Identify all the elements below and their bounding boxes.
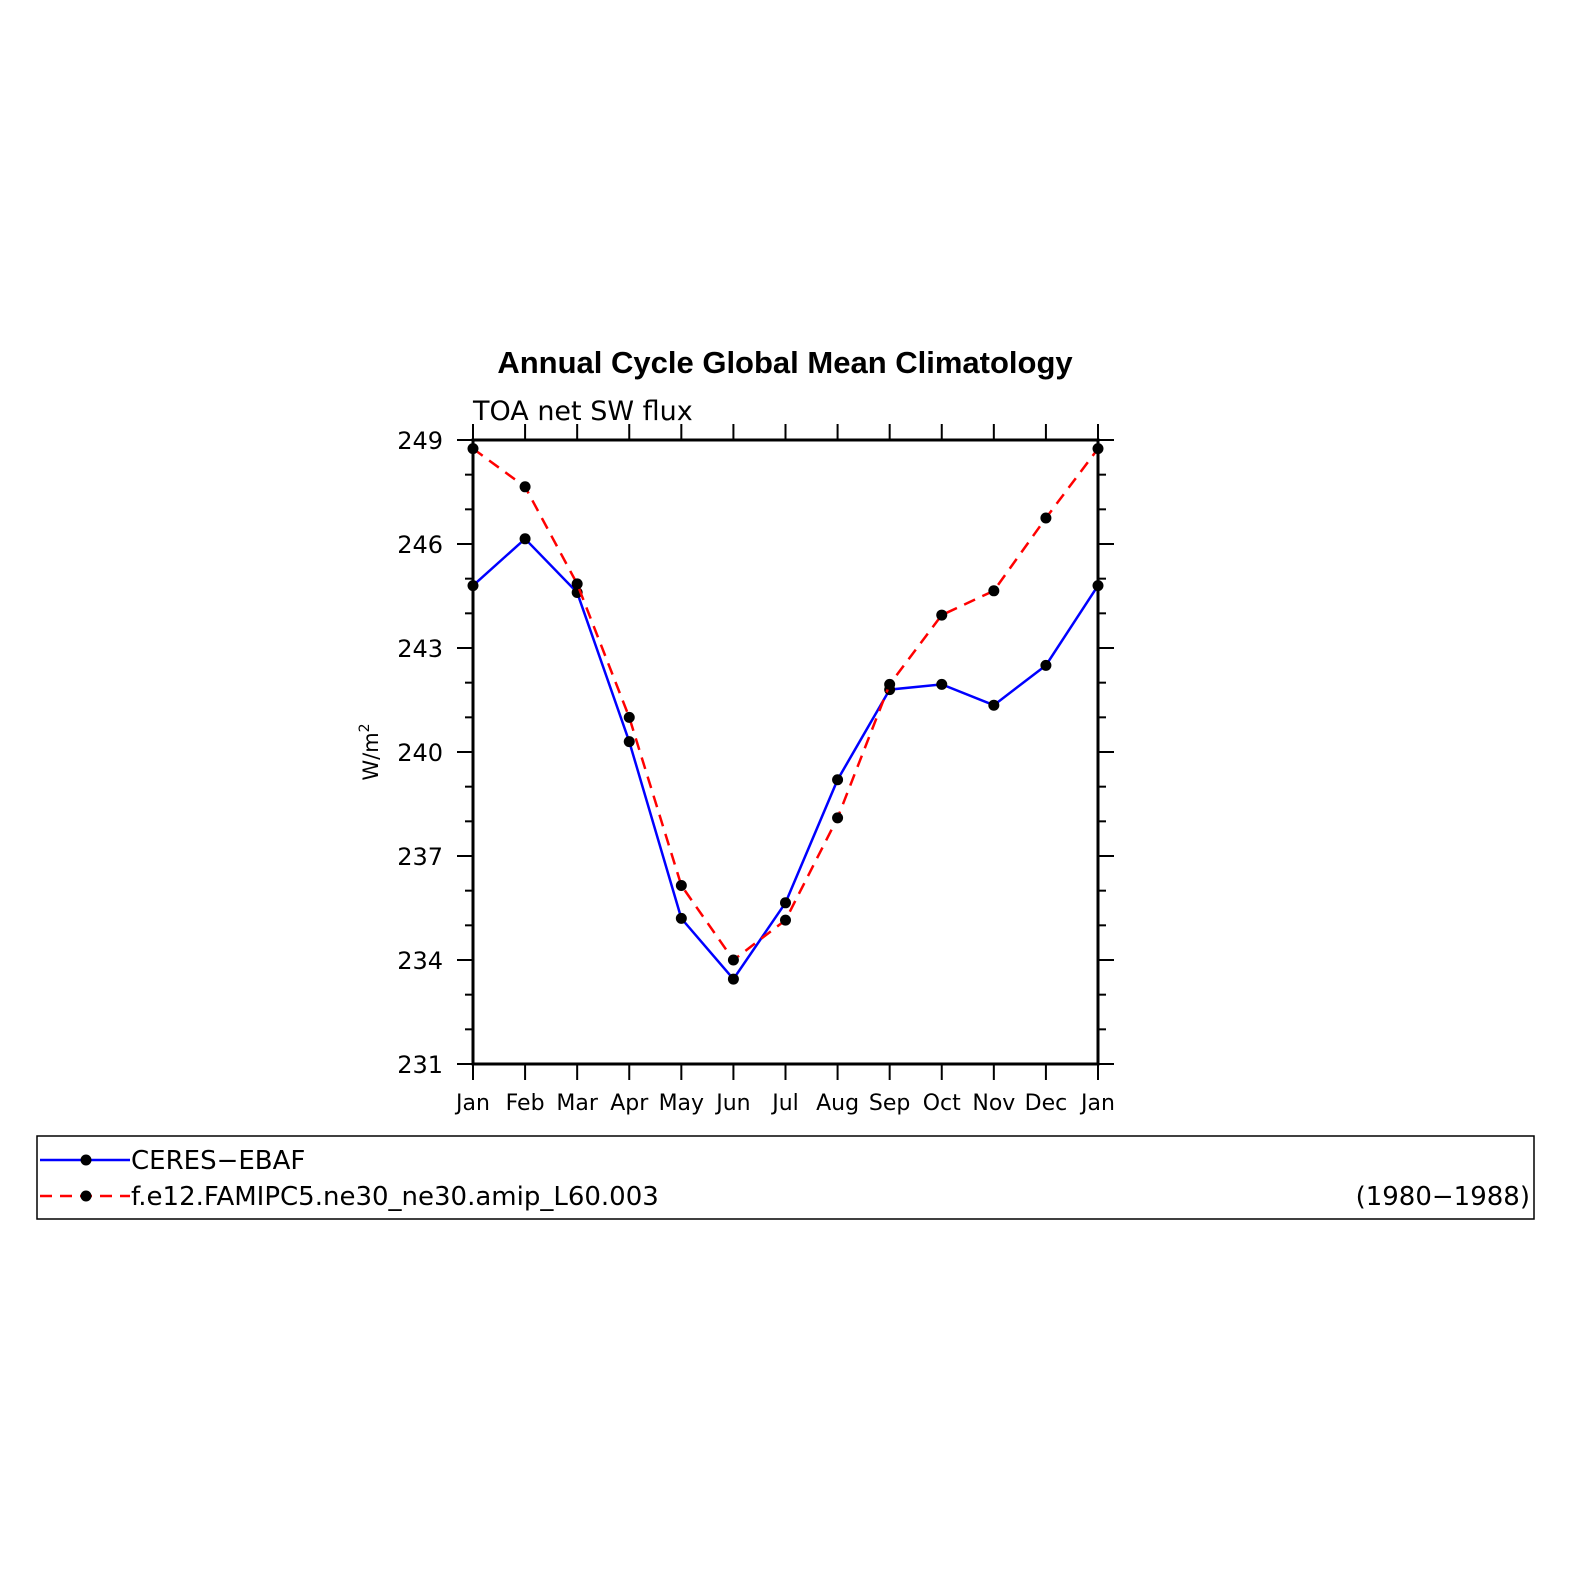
x-tick-label: Mar [556,1091,598,1116]
x-tick-label: Jan [454,1091,490,1116]
plot-frame [471,438,1100,1066]
data-point [727,954,739,966]
data-point [1040,659,1052,671]
legend-entry: CERES−EBAF [40,1146,305,1176]
legend-period-note: (1980−1988) [1356,1182,1530,1212]
x-tick-label: Dec [1025,1091,1068,1116]
y-axis-ticks: 231 234 237 240 243 246 249 [397,427,1114,1079]
data-point [675,912,687,924]
y-tick-label: 243 [397,635,443,663]
data-point [571,578,583,590]
legend-box [36,1135,1535,1220]
x-tick-label: Jan [1079,1091,1115,1116]
legend: CERES−EBAF f.e12.FAMIPC5.ne30_ne30.amip_L… [36,1135,1535,1220]
series-2 [467,443,1104,966]
data-point [832,812,844,824]
data-point [727,973,739,985]
data-point [675,879,687,891]
x-tick-label: Apr [610,1091,649,1116]
x-tick-label: Nov [972,1091,1015,1116]
series-line [472,537,1100,982]
plot-border [471,438,1100,1066]
data-point [884,678,896,690]
x-tick-label: Oct [923,1091,961,1116]
legend-marker [80,1190,92,1202]
data-point [467,580,479,592]
chart-subtitle: TOA net SW flux [472,396,693,427]
y-tick-label: 240 [397,739,443,767]
data-point [519,533,531,545]
x-axis-ticks: Jan Feb Mar Apr May Jun Jul Aug Sep Oct Nov Dec Jan [454,424,1115,1116]
x-tick-label: May [659,1091,704,1116]
data-point [936,678,948,690]
data-point [988,585,1000,597]
data-point [780,897,791,909]
legend-label: f.e12.FAMIPC5.ne30_ne30.amip_L60.003 [131,1182,659,1212]
y-tick-label: 234 [397,947,443,975]
data-point [1092,443,1104,455]
legend-marker [80,1154,92,1166]
data-point [1040,512,1052,524]
y-axis-label: W/m2 [357,723,383,780]
data-point [936,609,948,621]
series-layer [467,443,1104,985]
x-tick-label: Feb [506,1091,545,1116]
x-tick-label: Sep [869,1091,910,1116]
y-tick-label: 237 [397,843,443,871]
y-axis-label-exponent: 2 [357,723,373,732]
data-point [623,736,635,748]
y-tick-label: 246 [397,531,443,559]
data-point [832,774,844,786]
data-point [623,711,635,723]
data-point [467,443,479,455]
legend-label: CERES−EBAF [131,1146,305,1176]
data-point [519,481,531,493]
series-line [472,447,1099,962]
x-tick-label: Aug [816,1091,859,1116]
legend-entry: f.e12.FAMIPC5.ne30_ne30.amip_L60.003 [40,1182,659,1212]
y-axis-label-unit: W/m [359,732,383,780]
x-tick-label: Jun [714,1091,750,1116]
x-tick-label: Jul [770,1091,799,1116]
chart-title: Annual Cycle Global Mean Climatology [497,345,1073,380]
data-point [780,914,791,926]
y-tick-label: 249 [397,427,443,455]
data-point [1092,580,1104,592]
y-tick-label: 231 [397,1051,443,1079]
data-point [988,699,1000,711]
series-1 [467,533,1104,985]
